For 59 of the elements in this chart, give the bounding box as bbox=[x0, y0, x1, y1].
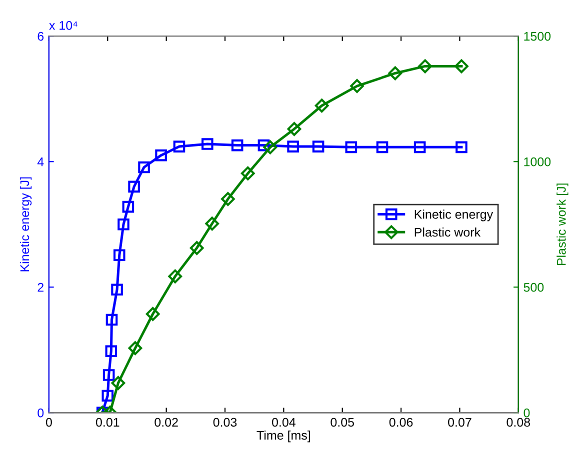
point bbox=[205, 216, 220, 231]
point bbox=[456, 141, 468, 154]
point bbox=[314, 98, 329, 113]
point bbox=[345, 141, 358, 154]
point bbox=[240, 166, 255, 180]
x-tick-label: 0.07 bbox=[448, 418, 472, 427]
point bbox=[287, 122, 302, 136]
point bbox=[111, 376, 126, 390]
point bbox=[376, 141, 388, 154]
x-tick-label: 0.08 bbox=[506, 418, 530, 427]
point bbox=[128, 180, 140, 193]
point bbox=[155, 149, 167, 162]
y-tick-label: 6 bbox=[38, 32, 44, 41]
text: x 10⁴ bbox=[49, 20, 78, 30]
point bbox=[220, 192, 235, 206]
point bbox=[414, 141, 426, 154]
y-tick-label: 0 bbox=[38, 408, 44, 418]
point bbox=[287, 140, 299, 152]
x-tick-label: 0.03 bbox=[213, 418, 237, 427]
point bbox=[122, 200, 134, 213]
y-axis-title: Kinetic energy [J] bbox=[20, 177, 32, 272]
point bbox=[190, 241, 204, 255]
y-tick-label: 4 bbox=[37, 158, 44, 166]
y-tick-label: 2 bbox=[38, 282, 44, 292]
point bbox=[146, 307, 160, 321]
point bbox=[118, 218, 130, 230]
y2-tick-label: 0 bbox=[524, 408, 530, 418]
point bbox=[168, 269, 182, 284]
point bbox=[263, 140, 278, 154]
point bbox=[418, 59, 432, 74]
point bbox=[454, 59, 468, 74]
x-tick-label: 0.01 bbox=[96, 418, 120, 427]
point bbox=[111, 284, 123, 296]
point bbox=[105, 345, 118, 358]
x-tick-label: 0.04 bbox=[272, 418, 296, 427]
point bbox=[201, 138, 214, 150]
y2-axis-title: Plastic work [J] bbox=[556, 184, 568, 266]
y2-tick-label: 1500 bbox=[524, 32, 551, 41]
point bbox=[258, 139, 270, 152]
point bbox=[106, 314, 118, 326]
point bbox=[102, 390, 114, 402]
point bbox=[128, 341, 142, 356]
x-tick-label: 0.06 bbox=[389, 418, 413, 427]
x-tick-label: 0.02 bbox=[154, 418, 178, 427]
x-tick-label: 0.05 bbox=[330, 418, 354, 427]
y2-tick-label: 1000 bbox=[524, 157, 551, 166]
y2-tick-label: 500 bbox=[524, 282, 544, 292]
point bbox=[350, 79, 364, 93]
point bbox=[113, 249, 126, 262]
point bbox=[173, 140, 186, 152]
point bbox=[388, 66, 402, 80]
point bbox=[231, 139, 244, 152]
x-tick-label: 0 bbox=[46, 418, 52, 427]
point bbox=[138, 161, 150, 174]
legend-label: Plastic work bbox=[414, 227, 481, 237]
x-axis-title: Time [ms] bbox=[256, 430, 310, 442]
point bbox=[312, 140, 324, 152]
legend-label: Kinetic energy bbox=[414, 210, 494, 222]
point bbox=[102, 369, 115, 381]
